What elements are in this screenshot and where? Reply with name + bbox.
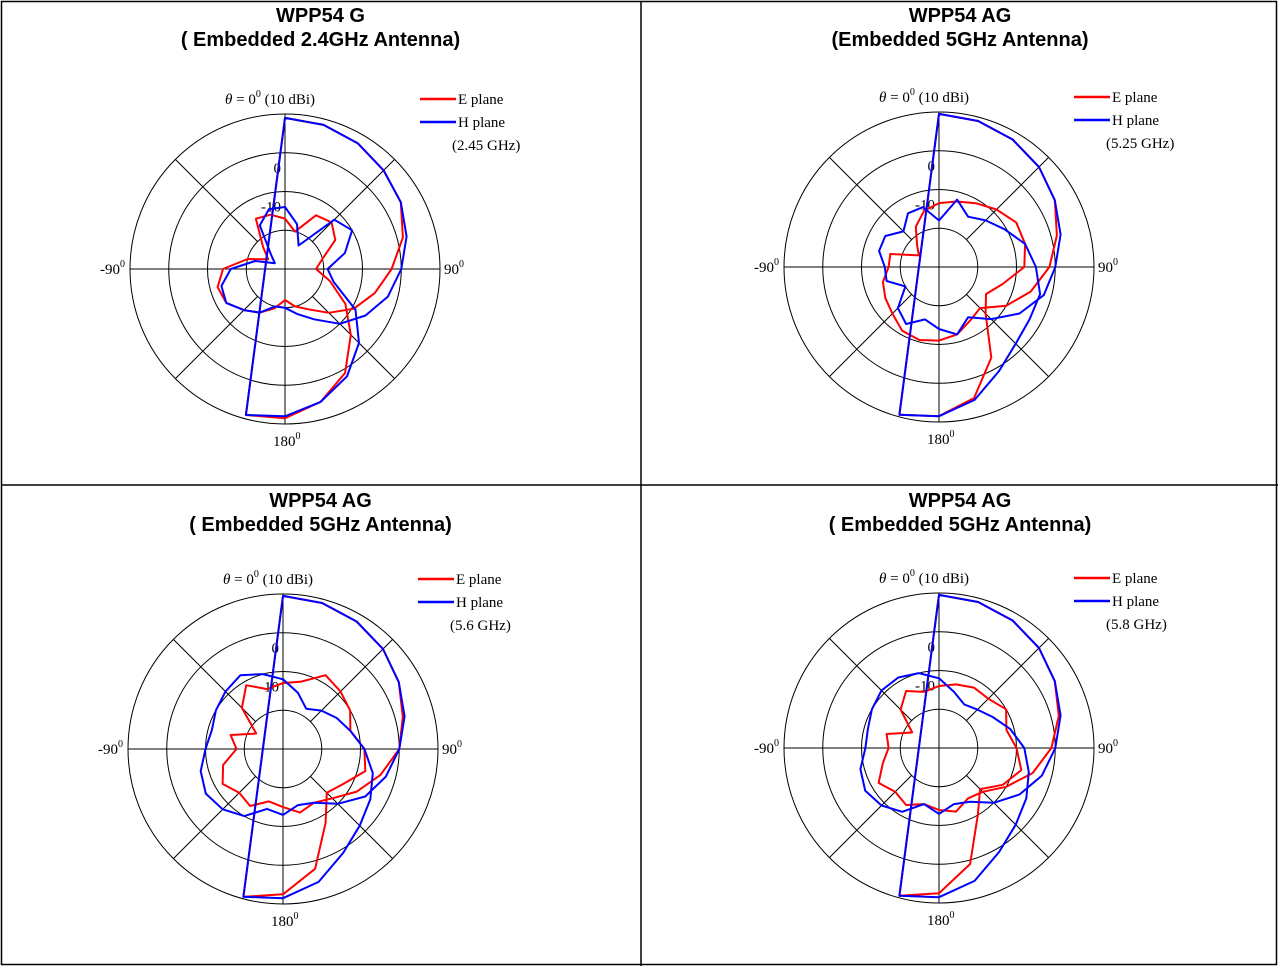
grid-spoke [175, 159, 257, 241]
frequency-label: (5.8 GHz) [1106, 617, 1167, 633]
grid-spoke [829, 638, 911, 720]
angle-label-minus90: -900 [754, 738, 779, 757]
polar-grid [130, 114, 440, 424]
grid-spoke [966, 294, 1048, 376]
angle-label-0: θ = 00 (10 dBi) [879, 87, 969, 106]
legend-label-h: H plane [1112, 113, 1159, 129]
polar-grid [128, 594, 438, 904]
angle-label-180: 1800 [927, 910, 955, 929]
legend-label-e: E plane [1112, 90, 1158, 106]
angle-label-90: 900 [442, 739, 462, 758]
grid-spoke [966, 775, 1048, 857]
legend-label-h: H plane [458, 115, 505, 131]
grid-spoke [312, 159, 394, 241]
grid-spoke [310, 639, 392, 721]
legend-label-h: H plane [456, 595, 503, 611]
grid-spoke [966, 157, 1048, 239]
angle-label-180: 1800 [927, 429, 955, 448]
chart-panel-ag-5800: WPP54 AG ( Embedded 5GHz Antenna) 0 -10 θ … [641, 485, 1279, 967]
legend: E plane H plane (5.6 GHz) [418, 572, 511, 634]
angle-label-minus90: -900 [98, 739, 123, 758]
grid-spoke [310, 776, 392, 858]
angle-label-minus90: -900 [754, 257, 779, 276]
h-plane-trace [221, 118, 406, 416]
frequency-label: (2.45 GHz) [452, 138, 520, 154]
polar-grid [784, 593, 1094, 903]
h-plane-trace [860, 595, 1060, 897]
chart-panel-g-2450: WPP54 G ( Embedded 2.4GHz Antenna) 0 -10 θ… [0, 0, 641, 485]
grid-spoke [175, 296, 257, 378]
angle-label-0: θ = 00 (10 dBi) [223, 569, 313, 588]
angle-label-90: 900 [444, 259, 464, 278]
angle-label-90: 900 [1098, 738, 1118, 757]
angle-label-180: 1800 [273, 431, 301, 450]
chart-panel-ag-5600: WPP54 AG ( Embedded 5GHz Antenna) 0 -10 θ … [0, 485, 641, 967]
angle-label-minus90: -900 [100, 259, 125, 278]
angle-label-180: 1800 [271, 911, 299, 930]
grid-spoke [829, 775, 911, 857]
legend-label-e: E plane [456, 572, 502, 588]
grid-spoke [966, 638, 1048, 720]
frequency-label: (5.25 GHz) [1106, 136, 1174, 152]
chart-panel-ag-5250: WPP54 AG (Embedded 5GHz Antenna) 0 -10 θ =… [641, 0, 1279, 485]
legend: E plane H plane (5.25 GHz) [1074, 90, 1174, 152]
h-plane-trace [879, 114, 1061, 416]
e-plane-trace [218, 118, 403, 418]
frequency-label: (5.6 GHz) [450, 618, 511, 634]
legend-label-e: E plane [458, 92, 504, 108]
legend-label-h: H plane [1112, 594, 1159, 610]
grid-spoke [829, 157, 911, 239]
angle-label-0: θ = 00 (10 dBi) [225, 89, 315, 108]
grid-spoke [173, 776, 255, 858]
legend-label-e: E plane [1112, 571, 1158, 587]
angle-label-0: θ = 00 (10 dBi) [879, 568, 969, 587]
polar-grid [784, 112, 1094, 422]
angle-label-90: 900 [1098, 257, 1118, 276]
legend: E plane H plane (5.8 GHz) [1074, 571, 1167, 633]
legend: E plane H plane (2.45 GHz) [420, 92, 520, 154]
